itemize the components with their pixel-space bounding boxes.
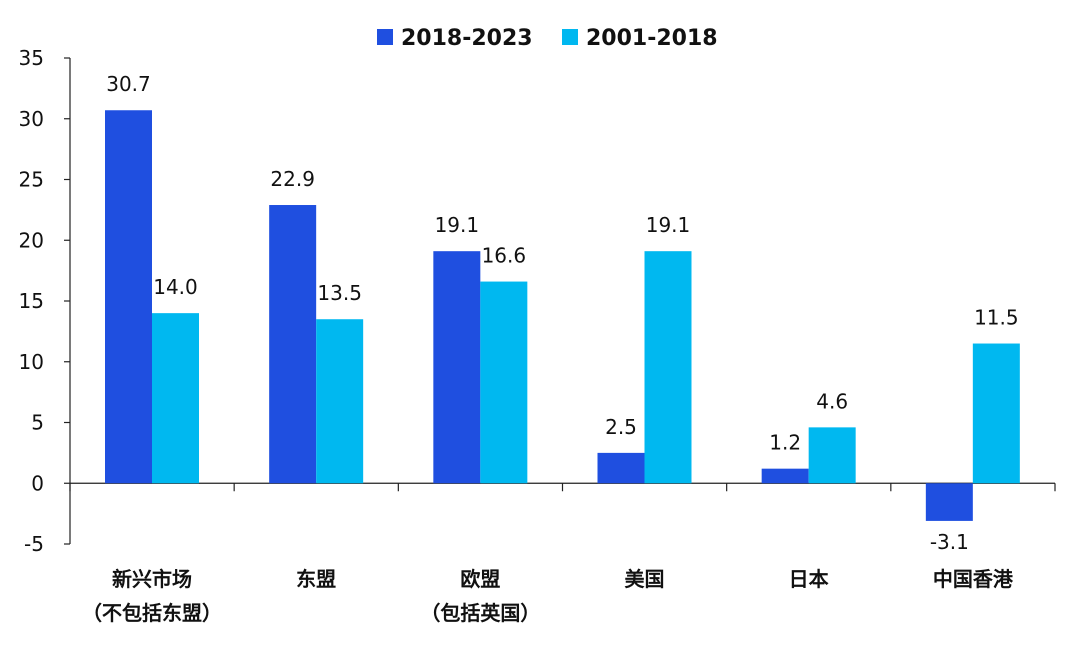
x-category-label: 欧盟 — [460, 567, 500, 591]
data-label: 22.9 — [270, 167, 315, 191]
axes: -5 0 5 10 15 20 25 30 35 — [19, 46, 1056, 556]
data-label: 13.5 — [317, 281, 362, 305]
legend-swatch — [562, 29, 578, 45]
legend-swatch — [377, 29, 393, 45]
bar-2001-2018-0 — [152, 313, 199, 484]
bar-2001-2018-3 — [644, 251, 692, 484]
bar-2001-2018-5 — [972, 343, 1020, 484]
y-tick-label: 30 — [19, 107, 44, 131]
bar-2001-2018-1 — [316, 319, 364, 484]
bar-2001-2018-2 — [480, 281, 528, 484]
x-category-label: （包括英国） — [420, 601, 540, 625]
legend-label: 2018-2023 — [401, 26, 533, 51]
data-label: 16.6 — [482, 244, 527, 268]
data-labels: 30.722.919.12.51.2-3.114.0 13.516.619.14.… — [106, 72, 1018, 554]
x-category-label: （不包括东盟） — [82, 601, 222, 625]
data-label: 2.5 — [605, 415, 637, 439]
y-tick-label: 35 — [19, 46, 44, 70]
bar-2018-2023-1 — [269, 205, 317, 484]
y-tick-label: 15 — [19, 289, 44, 313]
bar-2018-2023-0 — [105, 110, 152, 484]
y-tick-label: 20 — [19, 228, 44, 252]
bar-2018-2023-2 — [433, 251, 481, 484]
data-label: 1.2 — [769, 431, 801, 455]
data-label: 30.7 — [106, 72, 151, 96]
bar-2018-2023-3 — [597, 452, 645, 484]
y-tick-label: 10 — [19, 350, 44, 374]
x-category-label: 中国香港 — [933, 567, 1014, 591]
data-label: -3.1 — [930, 530, 969, 554]
bars — [105, 110, 1020, 521]
bar-2001-2018-4 — [808, 427, 856, 484]
data-label: 4.6 — [816, 389, 848, 413]
y-tick-label: 0 — [31, 471, 44, 495]
data-label: 19.1 — [646, 213, 691, 237]
y-tick-label: 5 — [31, 411, 44, 435]
bar-2018-2023-5 — [925, 483, 973, 521]
data-label: 19.1 — [435, 213, 480, 237]
legend-label: 2001-2018 — [586, 26, 718, 51]
x-category-label: 新兴市场 — [112, 567, 192, 591]
data-label: 14.0 — [153, 275, 198, 299]
x-category-label: 美国 — [625, 567, 665, 591]
data-label: 11.5 — [974, 306, 1019, 330]
y-tick-label: -5 — [24, 532, 44, 556]
category-labels: 新兴市场 （不包括东盟） 东盟 欧盟 （包括英国） 美国 日本 中国香港 — [82, 567, 1014, 625]
x-category-label: 东盟 — [296, 567, 336, 591]
bar-2018-2023-4 — [761, 468, 809, 484]
y-tick-label: 25 — [19, 168, 44, 192]
legend: 2018-2023 2001-2018 — [377, 26, 718, 51]
x-category-label: 日本 — [789, 567, 829, 591]
